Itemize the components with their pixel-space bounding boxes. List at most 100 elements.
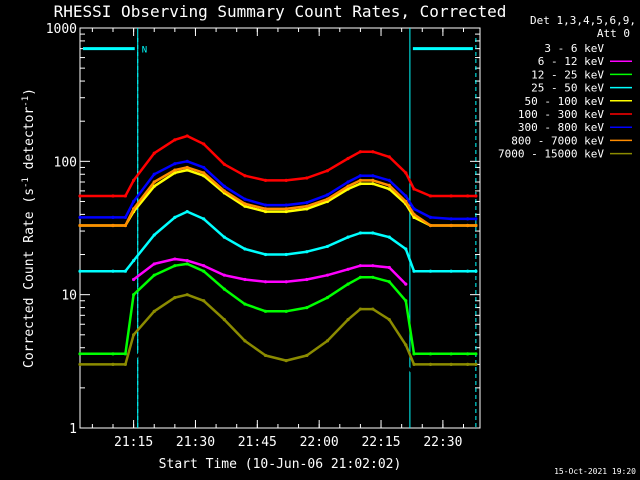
data-point <box>243 202 247 206</box>
data-point <box>284 359 288 363</box>
data-point <box>152 273 156 277</box>
data-point <box>243 174 247 178</box>
data-point <box>474 352 478 356</box>
data-point <box>284 309 288 313</box>
data-point <box>132 359 136 363</box>
series-line <box>80 168 476 227</box>
data-point <box>284 203 288 207</box>
data-point <box>387 327 391 331</box>
data-point <box>152 184 156 188</box>
data-point <box>358 307 363 311</box>
data-point <box>284 252 288 257</box>
data-point <box>284 209 288 214</box>
data-point <box>173 138 177 142</box>
data-point <box>185 165 189 170</box>
data-point <box>263 309 268 313</box>
x-tick-label: 21:30 <box>176 435 215 450</box>
data-point <box>325 193 330 197</box>
data-point <box>78 269 82 273</box>
data-point <box>132 293 136 297</box>
data-point <box>325 169 330 173</box>
x-tick-label: 22:15 <box>361 435 400 450</box>
data-point <box>325 273 330 277</box>
data-point <box>111 194 115 198</box>
data-point <box>202 165 206 170</box>
data-point <box>387 155 391 159</box>
data-point <box>404 247 408 251</box>
data-point <box>371 231 375 235</box>
data-point <box>387 178 391 182</box>
data-point <box>173 257 177 261</box>
data-point <box>449 269 453 273</box>
data-point <box>358 231 363 235</box>
data-point <box>346 180 350 184</box>
y-tick-label: 1 <box>69 422 77 437</box>
data-point <box>404 362 408 366</box>
data-point <box>466 362 470 366</box>
x-axis-label: Start Time (10-Jun-06 21:02:02) <box>159 457 402 472</box>
data-point <box>466 223 470 228</box>
data-point <box>404 299 408 303</box>
data-point <box>474 269 478 273</box>
x-tick-label: 21:45 <box>238 435 277 450</box>
series-line <box>80 293 476 366</box>
data-point <box>185 302 189 306</box>
data-point <box>474 362 478 366</box>
data-point <box>243 247 247 251</box>
data-point <box>243 277 247 282</box>
y-tick-label: 10 <box>61 289 77 304</box>
data-point <box>132 199 136 204</box>
data-point <box>243 339 247 343</box>
data-point <box>202 264 206 268</box>
data-point <box>123 269 127 273</box>
data-point <box>449 194 453 198</box>
data-point <box>305 305 309 310</box>
series-line <box>80 262 476 356</box>
legend-label: 3 - 6 keV <box>544 42 604 55</box>
x-tick-label: 22:00 <box>300 435 339 450</box>
data-point <box>123 352 127 356</box>
data-point <box>358 313 363 317</box>
data-point <box>449 380 453 384</box>
period-label: N <box>142 46 147 56</box>
data-point <box>185 159 189 163</box>
data-point <box>263 280 268 284</box>
data-point <box>185 293 189 297</box>
data-point <box>263 368 268 373</box>
plot-frame <box>79 27 481 429</box>
series-line <box>80 134 476 198</box>
data-point <box>185 262 189 266</box>
data-point <box>123 194 127 198</box>
data-point <box>371 312 375 316</box>
data-point <box>263 203 268 207</box>
legend-header-1: Det 1,3,4,5,6,9, <box>530 14 636 27</box>
data-point <box>123 215 127 219</box>
data-point <box>123 362 127 366</box>
data-point <box>449 362 453 366</box>
data-point <box>78 215 82 219</box>
data-point <box>305 250 309 254</box>
data-point <box>305 368 309 373</box>
data-point <box>412 207 416 211</box>
x-axis: 21:15 21:30 21:45 22:00 22:15 22:30 <box>91 28 465 450</box>
data-point <box>371 182 375 186</box>
data-point <box>358 275 363 279</box>
data-point <box>412 215 416 219</box>
data-point <box>358 174 363 178</box>
data-point <box>263 252 268 257</box>
y-tick-label: 100 <box>54 155 77 170</box>
legend-label: 100 - 300 keV <box>518 108 604 121</box>
data-point <box>346 267 350 271</box>
data-point <box>111 223 115 228</box>
data-point <box>132 259 136 263</box>
data-point <box>202 269 206 273</box>
data-point <box>111 362 115 366</box>
data-point <box>284 371 288 375</box>
data-point <box>428 380 433 384</box>
data-point <box>202 142 206 146</box>
data-point <box>404 194 408 198</box>
data-point <box>358 182 363 186</box>
data-point <box>305 201 309 205</box>
data-point <box>428 352 433 356</box>
y-tick-label: 1000 <box>46 22 77 37</box>
